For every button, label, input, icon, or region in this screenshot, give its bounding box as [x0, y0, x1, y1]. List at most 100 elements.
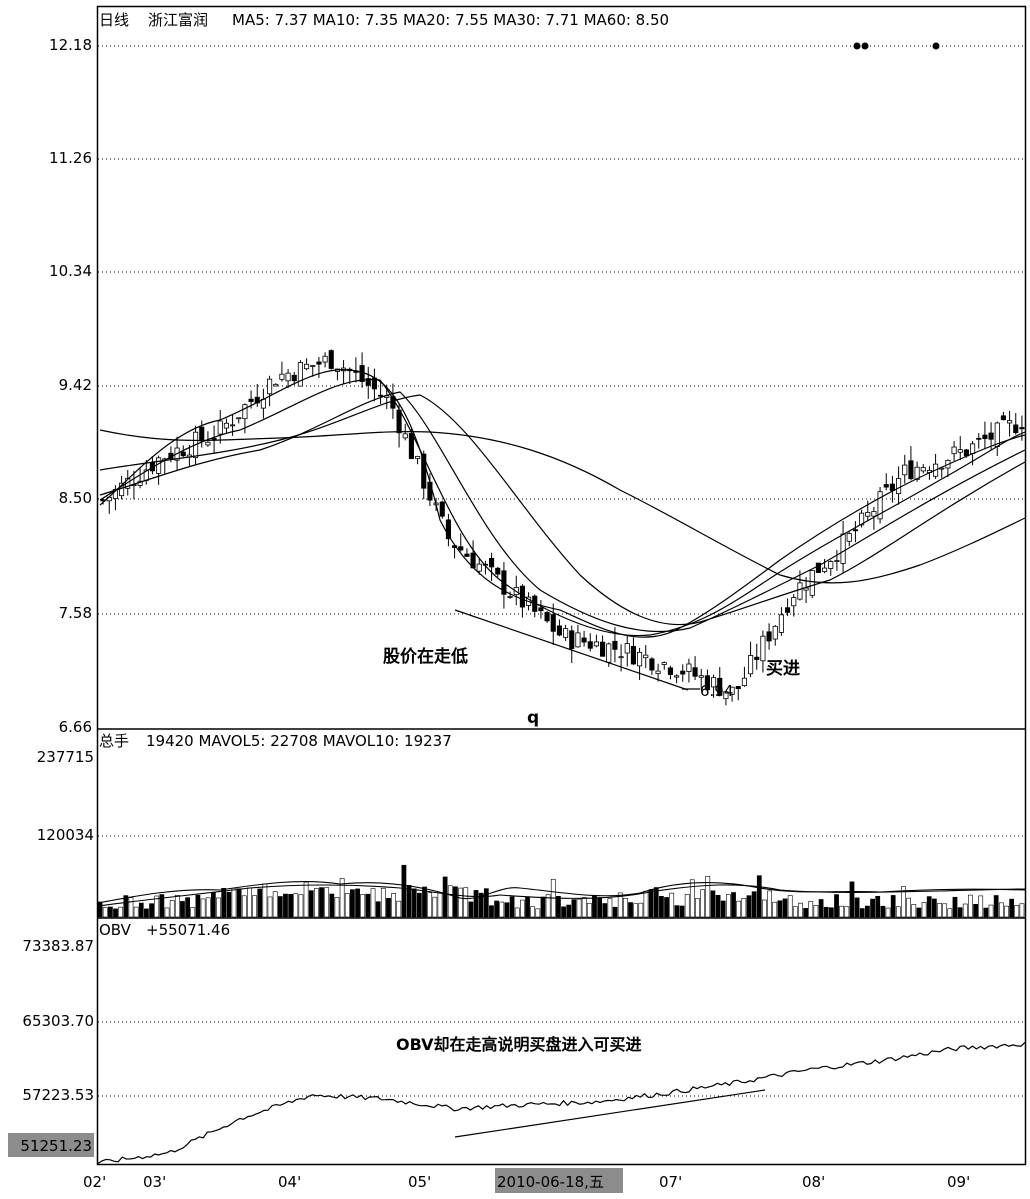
volume-bar	[422, 886, 427, 918]
volume-bar	[679, 905, 685, 918]
candle	[637, 647, 643, 680]
volume-bar	[123, 895, 129, 918]
candle-body-up	[772, 625, 778, 640]
candle	[902, 454, 908, 484]
candle	[371, 368, 377, 402]
volume-bar	[375, 901, 381, 918]
volume-bar	[324, 887, 330, 918]
candle	[273, 383, 279, 387]
volume-header: 19420 MAVOL5: 22708 MAVOL10: 19237	[146, 732, 452, 750]
candle-body-up	[476, 563, 482, 572]
volume-bar	[463, 887, 469, 918]
stock-name: 浙江富润	[148, 11, 208, 29]
candle-body-up	[285, 372, 291, 382]
volume-bar	[1014, 905, 1020, 918]
candle	[316, 356, 322, 378]
volume-bar	[741, 898, 747, 918]
volume-ma-lines	[97, 881, 1026, 907]
volume-bar	[113, 908, 118, 918]
candle-body-down	[612, 640, 618, 650]
candle	[581, 630, 587, 647]
volume-bar	[602, 903, 608, 918]
volume-bar	[247, 887, 252, 918]
volume-bar	[695, 898, 700, 918]
volume-bar	[380, 887, 386, 918]
candle-body-up	[778, 614, 784, 633]
candle	[661, 661, 667, 670]
volume-bar	[525, 896, 530, 918]
candle	[822, 559, 828, 574]
volume-bar	[633, 903, 639, 918]
volume-bar	[962, 903, 968, 918]
candle-body-up	[871, 511, 877, 517]
candle-body-down	[988, 432, 994, 440]
candle	[445, 513, 451, 547]
candle	[112, 485, 118, 511]
volume-bar	[277, 896, 283, 918]
candle-body-down	[489, 558, 495, 568]
x-tick-label: 02'	[83, 1173, 106, 1191]
volume-bar	[731, 892, 736, 918]
volume-bar	[164, 907, 170, 918]
volume-label: 总手	[99, 732, 129, 750]
volume-bar	[200, 898, 206, 918]
volume-bar	[437, 892, 443, 918]
candle	[439, 500, 445, 519]
volume-bar	[360, 894, 366, 918]
candle-body-down	[735, 686, 741, 690]
volume-bar	[180, 901, 185, 918]
candle-body-down	[692, 667, 698, 677]
candle-body-down	[427, 481, 433, 501]
candle-body-down	[378, 394, 384, 397]
candle	[310, 365, 316, 377]
candle-body-down	[976, 437, 982, 440]
candle	[1000, 411, 1006, 421]
candle-body-down	[785, 607, 791, 613]
period-label: 日线	[99, 11, 129, 29]
candle-body-up	[267, 378, 273, 395]
candle	[501, 562, 507, 609]
candle-body-down	[569, 630, 575, 649]
volume-bar	[978, 895, 984, 918]
volume-bar	[154, 895, 160, 918]
candle-body-down	[717, 677, 723, 696]
candle	[600, 635, 606, 657]
volume-bar	[267, 896, 273, 918]
candle	[304, 358, 310, 371]
volume-bar	[190, 907, 196, 918]
ma10-line	[99, 378, 1026, 637]
volume-bar	[844, 906, 850, 918]
candle-body-down	[982, 434, 988, 439]
candle-body-down	[587, 641, 593, 649]
candle-body-down	[248, 398, 254, 402]
candle	[877, 487, 883, 524]
volume-bar	[530, 906, 536, 918]
candle-body-down	[1019, 427, 1025, 430]
volume-bar	[612, 906, 618, 918]
volume-bar	[823, 906, 829, 918]
candle-body-up	[797, 582, 803, 600]
volume-bar	[813, 904, 819, 918]
volume-bar	[308, 890, 314, 918]
candle-body-down	[667, 667, 673, 675]
volume-bar	[128, 897, 134, 918]
candle	[723, 691, 729, 706]
volume-bar	[988, 904, 994, 918]
candle-body-up	[304, 363, 310, 370]
volume-bar	[102, 907, 108, 918]
volume-bar	[638, 902, 644, 918]
candle-body-down	[439, 501, 445, 517]
volume-bar	[787, 895, 793, 918]
candle	[291, 371, 297, 386]
volume-bar	[401, 864, 407, 918]
volume-bar	[705, 875, 711, 918]
candle	[489, 552, 495, 581]
candle	[741, 666, 747, 687]
candle-body-up	[624, 643, 630, 654]
candle	[593, 634, 599, 648]
candle-body-up	[618, 656, 624, 659]
volume-bar	[998, 902, 1004, 918]
candle	[285, 368, 291, 389]
volume-bar	[875, 895, 881, 918]
candle	[809, 570, 815, 599]
